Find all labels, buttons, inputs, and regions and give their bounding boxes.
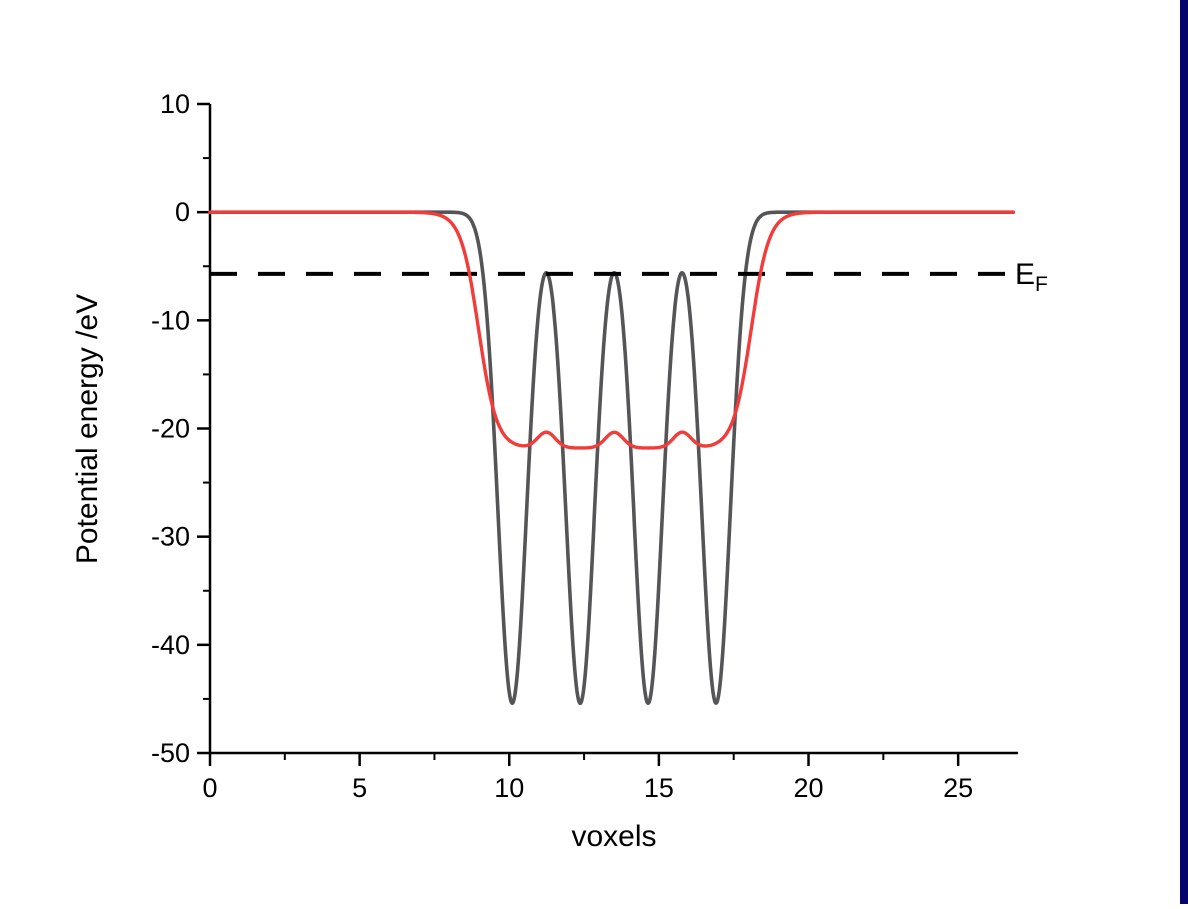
series-ionic-core-potential xyxy=(208,210,1015,706)
axis-tick-labels: 0 5 10 15 20 25 10 0 -10 -20 -30 -40 -50 xyxy=(151,89,973,803)
y-tick-label: -40 xyxy=(151,630,190,660)
x-tick-label: 20 xyxy=(793,773,823,803)
y-tick-label: -10 xyxy=(151,305,190,335)
x-tick-label: 25 xyxy=(943,773,973,803)
fermi-level-label: EF xyxy=(1015,258,1048,296)
y-tick-label: -20 xyxy=(151,414,190,444)
y-axis-title: Potential energy /eV xyxy=(71,294,104,564)
y-tick-label: 10 xyxy=(160,89,190,119)
x-tick-label: 0 xyxy=(202,773,217,803)
y-tick-label: -30 xyxy=(151,522,190,552)
axis-ticks xyxy=(197,102,960,766)
x-tick-label: 5 xyxy=(352,773,367,803)
y-tick-label: -50 xyxy=(151,738,190,768)
axis-lines xyxy=(208,104,1018,755)
x-axis-title: voxels xyxy=(571,820,656,853)
data-series xyxy=(208,210,1015,706)
x-tick-label: 15 xyxy=(644,773,674,803)
axes xyxy=(208,104,1018,755)
fermi-level-label-main: E xyxy=(1015,258,1035,291)
series-smoothed-jellium-potential xyxy=(208,210,1015,450)
window-border-right xyxy=(1180,0,1188,904)
y-tick-label: 0 xyxy=(175,197,190,227)
x-tick-label: 10 xyxy=(494,773,524,803)
fermi-level-label-subscript: F xyxy=(1035,273,1048,296)
